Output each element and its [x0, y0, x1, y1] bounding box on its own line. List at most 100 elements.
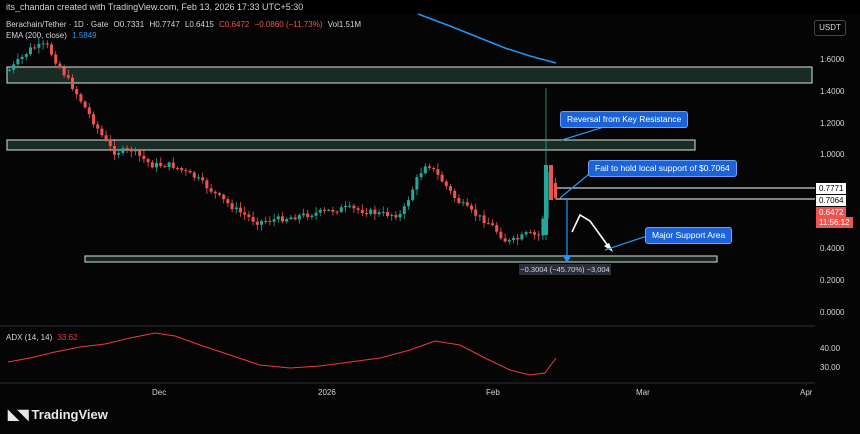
candles-group: [8, 38, 557, 246]
candle-body: [45, 43, 49, 45]
candle-body: [108, 139, 112, 147]
candle-body: [423, 166, 427, 174]
candle-body: [432, 167, 436, 170]
candle-body: [71, 77, 74, 89]
candle-body: [537, 234, 541, 236]
candle-body: [323, 209, 326, 211]
candle-body: [209, 188, 213, 192]
candle-body: [402, 206, 406, 214]
candle-body: [243, 212, 247, 215]
candle-body: [470, 205, 473, 210]
candle-body: [155, 162, 158, 168]
attribution-text: its_chandan created with TradingView.com…: [6, 2, 304, 12]
reversal-callout[interactable]: Reversal from Key Resistance: [560, 111, 689, 128]
candle-body: [461, 202, 465, 204]
ohlc-legend: Berachain/Tether · 1D · Gate O0.7331 H0.…: [6, 20, 364, 29]
candle-body: [79, 94, 83, 102]
candle-body: [444, 181, 448, 187]
candle-body: [486, 223, 490, 225]
candle-body: [373, 209, 377, 215]
projection-arrowhead: [604, 243, 613, 252]
candle-body: [83, 101, 87, 108]
candle-body: [541, 218, 545, 236]
candle-body: [8, 69, 11, 71]
candle-body: [528, 232, 532, 234]
measure-label: −0.3004 (−45.70%) −3,004: [519, 264, 611, 275]
brand-name: TradingView: [31, 407, 108, 422]
time-tick: Mar: [636, 388, 650, 397]
candle-body: [222, 194, 226, 200]
candle-body: [134, 150, 137, 152]
candle-body: [482, 215, 486, 224]
price-tick: 1.2000: [820, 119, 845, 128]
tradingview-logo-icon: ◣◥: [8, 406, 29, 422]
adx-tick: 40.00: [820, 344, 841, 353]
candle-body: [230, 203, 234, 210]
candle-body: [150, 162, 154, 168]
major-support-pointer: [604, 235, 648, 251]
candle-body: [512, 237, 515, 240]
candle-body: [407, 200, 410, 207]
candle-body: [171, 162, 175, 168]
open-value: O0.7331: [113, 20, 145, 29]
time-tick: Feb: [486, 388, 500, 397]
candle-body: [205, 180, 209, 189]
candle-body: [37, 43, 41, 48]
currency-button[interactable]: USDT: [814, 20, 846, 36]
price-tick: 1.4000: [820, 87, 845, 96]
candle-body: [29, 47, 32, 55]
candle-body: [516, 237, 520, 240]
candle-body: [268, 221, 272, 223]
candle-body: [524, 232, 528, 235]
major-support-callout[interactable]: Major Support Area: [645, 227, 733, 244]
candle-body: [465, 202, 469, 206]
projection-path: [571, 213, 612, 251]
candle-body: [226, 199, 230, 204]
candle-body: [386, 212, 389, 217]
candle-body: [117, 152, 121, 155]
candle-body: [167, 162, 171, 167]
ema-legend[interactable]: EMA (200, close) 1.5849: [6, 31, 100, 40]
upper-resistance-zone: [6, 66, 813, 84]
candle-body: [201, 177, 205, 181]
candle-body: [113, 146, 116, 155]
candle-body: [411, 189, 415, 201]
candle-body: [453, 190, 457, 199]
ema-label: EMA (200, close): [6, 31, 67, 40]
measure-arrowhead: [563, 256, 571, 263]
price-tick: 0.2000: [820, 276, 845, 285]
symbol-name[interactable]: Berachain/Tether · 1D · Gate: [6, 20, 109, 29]
fail-support-callout[interactable]: Fail to hold local support of $0.7064: [588, 160, 737, 177]
candle-body: [54, 54, 58, 64]
candle-body: [520, 234, 524, 240]
rejection-candle: [549, 165, 553, 200]
candle-body: [478, 215, 482, 217]
candle-body: [457, 198, 461, 203]
close-value: C0.6472: [219, 20, 250, 29]
candle-body: [159, 162, 163, 166]
adx-tick: 30.00: [820, 363, 841, 372]
candle-body: [360, 209, 364, 214]
ema-value: 1.5849: [72, 31, 97, 40]
candle-body: [75, 88, 79, 95]
candle-body: [176, 167, 179, 169]
adx-legend[interactable]: ADX (14, 14) 33.62: [6, 333, 81, 342]
volume-value: Vol1.51M: [327, 20, 362, 29]
candle-body: [474, 209, 478, 216]
candle-body: [310, 215, 314, 217]
time-tick: 2026: [318, 388, 336, 397]
candle-body: [381, 212, 385, 214]
candle-body: [104, 135, 108, 140]
candle-body: [62, 67, 66, 76]
candle-body: [293, 217, 297, 220]
candle-body: [327, 209, 331, 211]
price-tick: 0.0000: [820, 308, 845, 317]
candle-body: [87, 107, 91, 115]
candle-body: [146, 159, 150, 163]
high-value: H0.7747: [149, 20, 180, 29]
candle-body: [142, 155, 146, 160]
candle-body: [339, 207, 343, 212]
candle-body: [163, 165, 167, 167]
time-tick: Apr: [800, 388, 813, 397]
